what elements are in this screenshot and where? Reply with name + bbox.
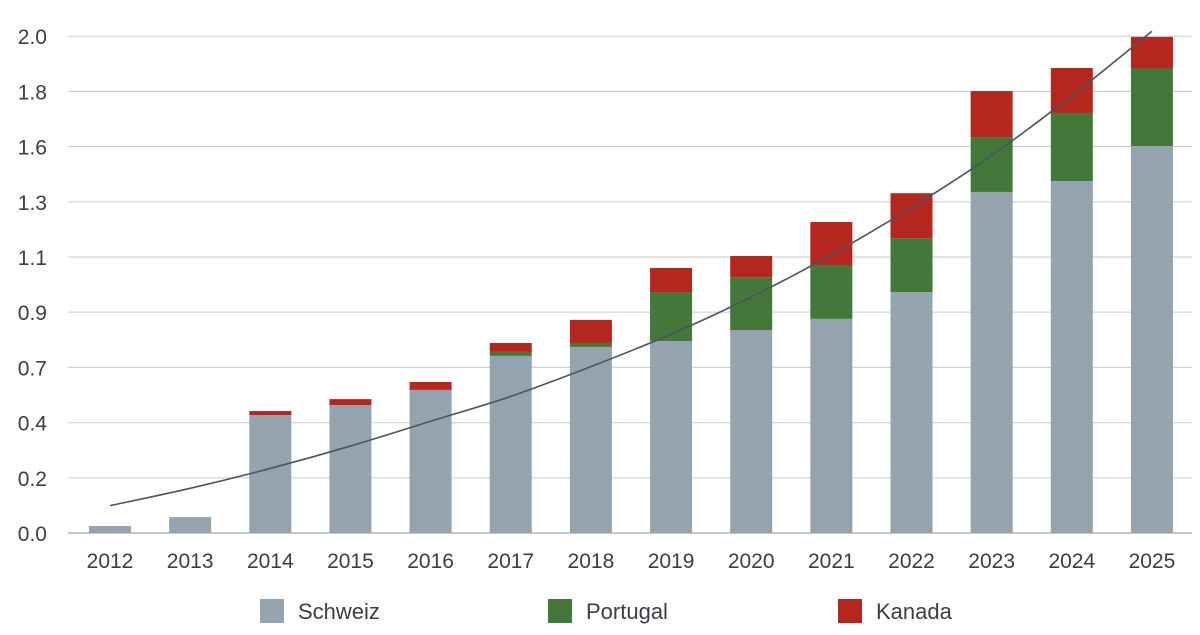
legend-swatch-portugal bbox=[548, 599, 572, 623]
bar-schweiz-2012 bbox=[89, 526, 131, 533]
legend: Schweiz Portugal Kanada bbox=[260, 599, 953, 624]
x-tick-label: 2014 bbox=[247, 550, 294, 573]
bar-kanada-2018 bbox=[569, 319, 612, 343]
x-tick-label: 2017 bbox=[487, 550, 534, 573]
x-tick-label: 2013 bbox=[167, 550, 214, 573]
bar-portugal-2019 bbox=[650, 292, 693, 341]
y-tick-label: 0.7 bbox=[18, 357, 47, 380]
x-tick-label: 2018 bbox=[568, 550, 615, 573]
bar-kanada-2014 bbox=[249, 411, 292, 416]
legend-label-schweiz: Schweiz bbox=[298, 599, 380, 624]
bar-schweiz-2025 bbox=[1130, 145, 1173, 533]
bar-schweiz-2013 bbox=[169, 517, 212, 533]
bar-kanada-2021 bbox=[810, 222, 853, 265]
y-tick-label: 2.0 bbox=[18, 26, 47, 49]
bar-portugal-2017 bbox=[489, 351, 532, 356]
bar-portugal-2021 bbox=[810, 264, 853, 319]
y-axis: 0.0 0.2 0.4 0.7 0.9 1.1 1.3 1.6 1.8 2.0 bbox=[18, 26, 48, 546]
y-tick-label: 0.0 bbox=[18, 523, 47, 546]
gridlines bbox=[68, 35, 1192, 534]
bar-schweiz-2015 bbox=[329, 405, 372, 533]
bar-kanada-2016 bbox=[409, 381, 452, 390]
y-tick-label: 0.9 bbox=[18, 302, 47, 325]
bar-schweiz-2021 bbox=[810, 318, 853, 533]
trendline-group bbox=[109, 30, 1153, 507]
legend-label-portugal: Portugal bbox=[586, 599, 668, 624]
legend-swatch-schweiz bbox=[260, 599, 284, 623]
bar-portugal-2022 bbox=[890, 238, 933, 293]
bar-portugal-2018 bbox=[569, 342, 612, 347]
legend-label-kanada: Kanada bbox=[876, 599, 953, 624]
x-tick-label: 2016 bbox=[407, 550, 454, 573]
x-axis: 2012 2013 2014 2015 2016 2017 2018 2019 2020 2021… bbox=[87, 550, 1176, 573]
y-tick-label: 0.2 bbox=[18, 468, 47, 491]
bars bbox=[89, 36, 1173, 534]
bar-kanada-2019 bbox=[650, 267, 693, 293]
x-tick-label: 2012 bbox=[87, 550, 134, 573]
bar-portugal-2025 bbox=[1130, 67, 1173, 146]
trendline bbox=[109, 30, 1153, 507]
x-tick-label: 2023 bbox=[968, 550, 1015, 573]
y-tick-label: 1.6 bbox=[18, 136, 47, 159]
x-tick-label: 2025 bbox=[1129, 550, 1176, 573]
bar-kanada-2025 bbox=[1130, 36, 1173, 68]
x-tick-label: 2022 bbox=[888, 550, 935, 573]
bar-schweiz-2018 bbox=[569, 346, 612, 533]
bar-schweiz-2023 bbox=[970, 191, 1013, 534]
bar-schweiz-2014 bbox=[249, 415, 292, 533]
x-tick-label: 2020 bbox=[728, 550, 775, 573]
bar-kanada-2022 bbox=[890, 193, 933, 239]
x-tick-label: 2015 bbox=[327, 550, 374, 573]
bar-kanada-2020 bbox=[730, 256, 773, 278]
x-tick-label: 2019 bbox=[648, 550, 695, 573]
bar-schweiz-2020 bbox=[730, 330, 773, 533]
y-tick-label: 1.1 bbox=[18, 247, 47, 270]
bar-kanada-2017 bbox=[489, 342, 532, 352]
bar-schweiz-2019 bbox=[650, 340, 693, 533]
bar-schweiz-2017 bbox=[489, 355, 532, 533]
x-tick-label: 2021 bbox=[808, 550, 855, 573]
bar-schweiz-2024 bbox=[1050, 181, 1093, 533]
bar-portugal-2024 bbox=[1050, 112, 1093, 182]
y-tick-label: 0.4 bbox=[18, 413, 48, 436]
bar-kanada-2015 bbox=[329, 399, 372, 406]
y-tick-label: 1.8 bbox=[18, 81, 47, 104]
bar-kanada-2023 bbox=[970, 91, 1013, 138]
bar-schweiz-2022 bbox=[890, 292, 933, 533]
x-tick-label: 2024 bbox=[1048, 550, 1095, 573]
bar-kanada-2024 bbox=[1050, 67, 1093, 113]
bar-schweiz-2016 bbox=[409, 389, 452, 533]
legend-swatch-kanada bbox=[838, 599, 862, 623]
y-tick-label: 1.3 bbox=[18, 192, 47, 215]
